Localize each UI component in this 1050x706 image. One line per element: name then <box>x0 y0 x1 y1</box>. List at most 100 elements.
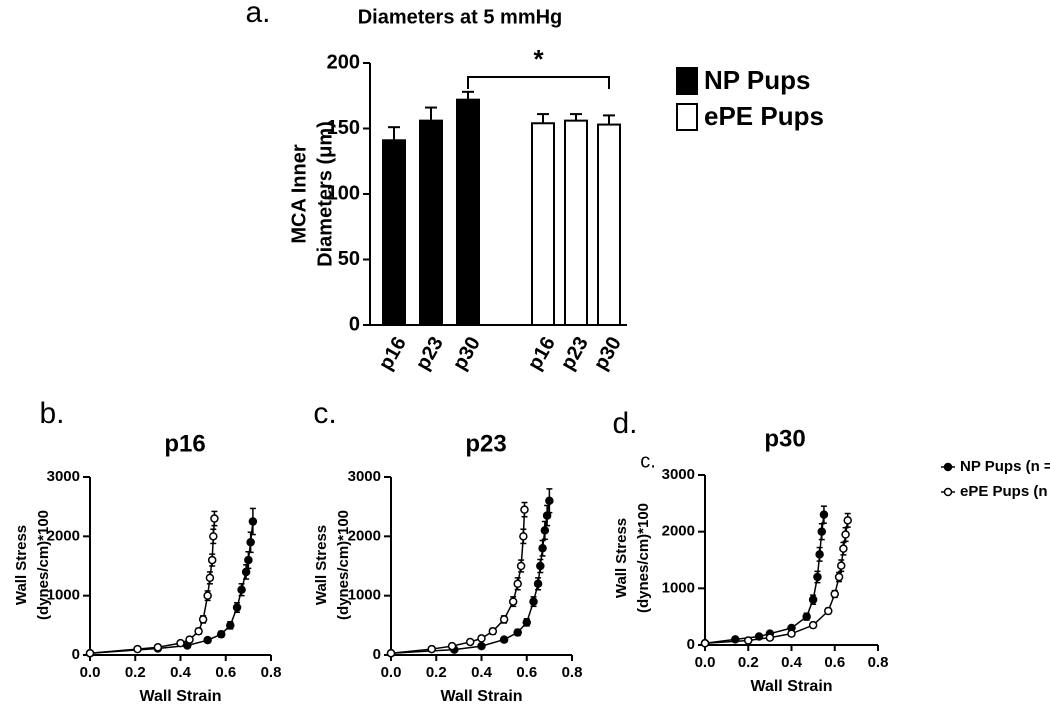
bar <box>564 119 588 326</box>
y-tick-label: 0 <box>373 646 381 663</box>
data-point <box>210 514 219 523</box>
data-point <box>839 544 848 553</box>
data-point <box>203 591 212 600</box>
y-axis-label: (dynes/cm)*100 <box>635 503 652 613</box>
y-tick-label: 2000 <box>47 527 80 544</box>
data-point <box>198 615 208 624</box>
x-tick-label: 0.2 <box>125 664 146 681</box>
y-axis-label: Diameters (μm) <box>314 121 336 267</box>
x-tick-label: 0.4 <box>170 664 192 681</box>
x-tick-label: 0.0 <box>80 664 101 681</box>
legend-label: ePE Pups <box>704 101 824 131</box>
data-point <box>447 641 457 651</box>
x-tick-label: 0.8 <box>261 664 282 681</box>
data-point <box>522 618 531 627</box>
bar <box>531 122 555 327</box>
chart-title: p16 <box>164 430 205 457</box>
data-point <box>205 573 215 583</box>
x-tick-label: p30 <box>449 333 485 374</box>
series-line <box>704 520 849 645</box>
data-point <box>802 612 811 621</box>
data-point <box>813 572 822 582</box>
x-tick-label: p23 <box>412 333 448 374</box>
y-tick-label: 1000 <box>47 587 80 604</box>
series-line <box>390 509 526 654</box>
x-axis-label: Wall Strain <box>440 688 522 705</box>
data-point <box>185 635 194 644</box>
x-tick-label: 0.0 <box>695 654 716 671</box>
y-tick-label: 2000 <box>662 523 695 540</box>
data-point <box>824 606 833 616</box>
y-tick-label: 100 <box>327 182 360 204</box>
data-point <box>85 648 95 658</box>
data-point <box>241 567 251 577</box>
legend-swatch <box>676 67 698 95</box>
data-point <box>226 621 235 630</box>
data-point <box>744 636 753 645</box>
x-tick-label: p16 <box>375 333 411 374</box>
data-point <box>540 526 550 535</box>
y-tick-label: 2000 <box>348 527 381 544</box>
y-axis-label: (dynes/cm)*100 <box>335 510 352 620</box>
data-point <box>520 505 529 514</box>
data-point <box>843 516 852 525</box>
data-point <box>499 635 509 644</box>
data-point <box>232 603 242 612</box>
x-axis-label: Wall Strain <box>750 678 832 695</box>
data-point <box>533 579 543 589</box>
data-point <box>209 532 218 541</box>
series-line <box>390 500 551 654</box>
chart-title: Diameters at 5 mmHg <box>358 6 563 28</box>
significance-bracket <box>467 76 610 89</box>
data-point <box>176 638 185 648</box>
y-tick-label: 150 <box>327 117 360 139</box>
data-point <box>133 644 142 654</box>
data-point <box>427 644 436 654</box>
y-axis-label: Wall Stress <box>613 518 630 598</box>
y-axis-label: MCA Inner <box>288 144 310 243</box>
x-tick-label: 0.2 <box>738 654 759 671</box>
y-axis-label: Wall Stress <box>313 525 330 605</box>
x-tick-label: p30 <box>590 333 626 374</box>
x-tick-label: 0.6 <box>516 664 537 681</box>
data-point <box>815 550 824 559</box>
legend-label: ePE Pups (n = 5) <box>960 483 1050 500</box>
data-point <box>817 527 827 536</box>
data-point <box>787 629 796 638</box>
data-point <box>516 561 526 571</box>
data-point <box>545 496 554 505</box>
data-point <box>808 620 818 630</box>
data-point <box>513 628 522 637</box>
data-point <box>194 627 203 636</box>
bar <box>597 123 621 326</box>
data-point <box>536 561 545 571</box>
bar <box>382 139 406 326</box>
data-point <box>513 579 522 589</box>
data-point <box>237 585 246 594</box>
data-point <box>203 635 212 645</box>
significance-label: * <box>533 44 544 74</box>
series-line <box>89 521 254 654</box>
panel-label: b. <box>39 397 64 430</box>
bar <box>456 98 480 327</box>
x-tick-label: p23 <box>557 333 593 374</box>
x-tick-label: 0.4 <box>781 654 803 671</box>
legend-marker <box>943 487 953 497</box>
panel-label: c. <box>313 397 336 430</box>
x-axis-label: Wall Strain <box>139 688 221 705</box>
data-point <box>477 634 486 643</box>
chart-title: p23 <box>465 430 506 457</box>
data-point <box>244 555 253 565</box>
y-tick-label: 1000 <box>662 579 695 596</box>
data-point <box>207 555 217 565</box>
y-axis-label: Wall Stress <box>13 525 30 605</box>
y-tick-label: 0 <box>687 636 695 653</box>
y-tick-label: 200 <box>327 51 360 73</box>
y-tick-label: 1000 <box>348 587 381 604</box>
x-tick-label: 0.8 <box>562 664 583 681</box>
data-point <box>477 641 486 651</box>
data-point <box>836 561 846 570</box>
data-point <box>499 615 509 624</box>
data-point <box>765 633 775 642</box>
